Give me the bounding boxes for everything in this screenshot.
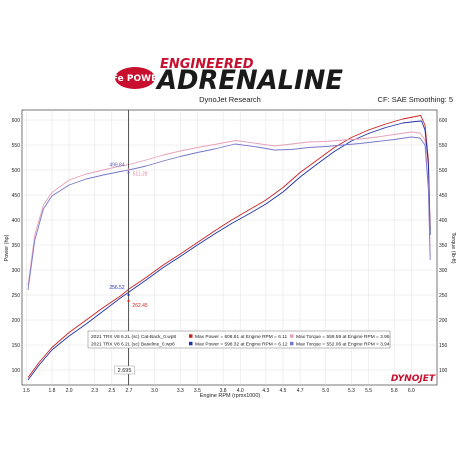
y-tick-label-right: 550: [439, 143, 448, 149]
x-tick-label: 1.8: [48, 388, 55, 394]
x-tick-label: 3.8: [220, 388, 227, 394]
y-tick-label-left: 400: [12, 218, 21, 224]
series-line-power-1: [27, 120, 431, 381]
cursor-point-marker: [127, 168, 130, 171]
annotation-layer: 499.84 511.28 256.52 262.45: [109, 163, 148, 310]
dynojet-brand: DYNOJET: [391, 374, 436, 384]
legend-torque-swatch: [290, 334, 294, 338]
rpm-cursor-label: 2.695: [114, 365, 135, 375]
x-tick-label: 5.8: [391, 388, 398, 394]
x-tick-label: 2.3: [91, 388, 98, 394]
cursor-label-box: [114, 365, 135, 375]
x-tick-label: 2.0: [66, 388, 73, 394]
y-tick-label-left: 450: [12, 193, 21, 199]
dyno-settings: CF: SAE Smoothing: 5: [378, 95, 453, 104]
y-tick-label-right: 100: [439, 368, 448, 374]
y-axis-left-title: Power (hp): [4, 234, 10, 261]
cursor-label-text: 2.695: [118, 368, 132, 374]
x-tick-label: 1.5: [23, 388, 30, 394]
y-tick-label-left: 600: [12, 118, 21, 124]
y-tick-label-right: 300: [439, 268, 448, 274]
y-tick-label-left: 350: [12, 243, 21, 249]
y-axis-right-ticks: 100 150 200 250 300 350 400 450 500 550 600: [439, 118, 448, 374]
x-tick-label: 3.0: [151, 388, 158, 394]
y-tick-label-left: 200: [12, 318, 21, 324]
y-axis-left-ticks: 100 150 200 250 300 350 400 450 500 550 600: [12, 118, 21, 374]
series-line-torque-2: [27, 131, 431, 286]
legend-max-power: Max Power = 598.32 at Engine RPM = 6.12: [195, 342, 288, 348]
y-tick-label-right: 250: [439, 293, 448, 299]
legend-box: [87, 330, 391, 349]
x-axis-ticks: 1.5 1.8 2.0 2.3 2.5 2.7 3.0 3.3 3.5 3.8 4.0 4.3 4.5 4…: [23, 388, 415, 394]
y-tick-label-right: 600: [439, 118, 448, 124]
y-tick-label-right: 400: [439, 218, 448, 224]
x-tick-label: 2.5: [108, 388, 115, 394]
x-tick-label: 4.0: [237, 388, 244, 394]
cursor-value-label: 511.28: [133, 172, 148, 178]
y-tick-label-left: 100: [12, 368, 21, 374]
y-tick-label-right: 200: [439, 318, 448, 324]
y-tick-label-right: 500: [439, 168, 448, 174]
legend: 2021 TRX V8 6.2L (sc) Cat-Back_0.wp8 Max…: [87, 330, 391, 349]
legend-run-name: 2021 TRX V8 6.2L (sc) Baseline_0.wp8: [91, 342, 175, 348]
series-line-power-0: [27, 115, 431, 378]
y-tick-label-left: 500: [12, 168, 21, 174]
y-tick-label-right: 350: [439, 243, 448, 249]
x-tick-label: 2.7: [125, 388, 132, 394]
y-tick-label-right: 150: [439, 343, 448, 349]
cursor-value-label: 499.84: [109, 163, 125, 169]
afe-logo-badge: [115, 67, 155, 89]
cursor-point-marker: [127, 293, 130, 297]
cursor-value-label: 256.52: [109, 285, 125, 291]
legend-max-torque: Max Torque = 552.06 at Engine RPM = 3.94: [296, 342, 390, 348]
x-tick-label: 4.7: [297, 388, 304, 394]
legend-max-power: Max Power = 608.81 at Engine RPM = 6.11: [195, 334, 288, 340]
series-layer: [27, 115, 431, 381]
y-tick-label-left: 550: [12, 143, 21, 149]
x-tick-label: 4.3: [262, 388, 269, 394]
logo-text: aFe POWER: [106, 74, 164, 84]
legend-row: 2021 TRX V8 6.2L (sc) Baseline_0.wp8 Max…: [91, 342, 390, 348]
dyno-source: DynoJet Research: [199, 95, 261, 104]
x-axis-title: Engine RPM (rpmx1000): [200, 393, 261, 399]
cursor-point-marker: [127, 299, 130, 303]
y-tick-label-left: 250: [12, 293, 21, 299]
legend-run-name: 2021 TRX V8 6.2L (sc) Cat-Back_0.wp8: [91, 334, 176, 340]
brand-tagline: ENGINEERED: [160, 57, 254, 72]
y-axis-right-title: Torque (lb-ft): [450, 232, 456, 263]
cursor-point-marker: [127, 171, 130, 174]
legend-power-swatch: [189, 334, 193, 338]
x-tick-label: 5.3: [348, 388, 355, 394]
y-tick-label-left: 300: [12, 268, 21, 274]
x-tick-label: 5.0: [322, 388, 329, 394]
x-tick-label: 3.5: [194, 388, 201, 394]
x-tick-label: 6.0: [408, 388, 415, 394]
legend-torque-swatch: [290, 341, 294, 346]
x-tick-label: 4.5: [280, 388, 287, 394]
legend-max-torque: Max Torque = 559.59 at Engine RPM = 3.95: [296, 334, 390, 340]
logo: aFe POWER: [106, 67, 164, 89]
cursor-value-label: 262.45: [132, 303, 148, 309]
brand-title: ADRENALINE: [155, 65, 343, 96]
series-line-torque-3: [27, 136, 431, 291]
x-tick-label: 5.5: [365, 388, 372, 394]
legend-row: 2021 TRX V8 6.2L (sc) Cat-Back_0.wp8 Max…: [91, 334, 390, 340]
plot-area: 100 150 200 250 300 350 400 450 500 550 600 100 150…: [12, 109, 448, 394]
y-tick-label-right: 450: [439, 193, 448, 199]
legend-power-swatch: [189, 341, 193, 346]
y-tick-label-left: 150: [12, 343, 21, 349]
x-tick-label: 3.3: [177, 388, 184, 394]
